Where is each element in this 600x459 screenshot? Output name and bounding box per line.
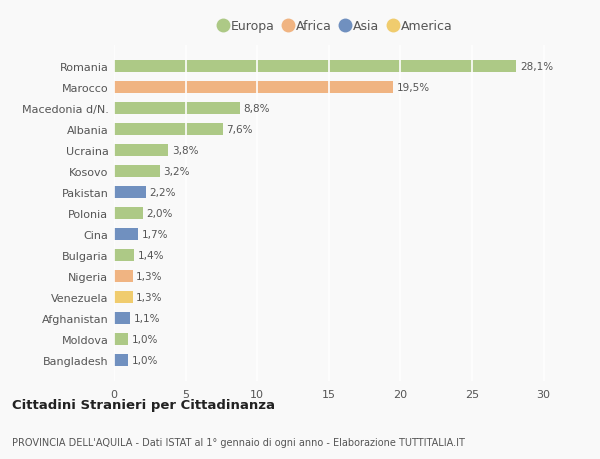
- Text: 2,2%: 2,2%: [149, 188, 176, 197]
- Text: 3,8%: 3,8%: [172, 146, 199, 156]
- Text: PROVINCIA DELL'AQUILA - Dati ISTAT al 1° gennaio di ogni anno - Elaborazione TUT: PROVINCIA DELL'AQUILA - Dati ISTAT al 1°…: [12, 437, 465, 448]
- Bar: [114, 166, 160, 177]
- Text: 19,5%: 19,5%: [397, 83, 430, 93]
- Bar: [114, 313, 130, 324]
- Bar: [114, 250, 134, 261]
- Text: 1,0%: 1,0%: [132, 355, 158, 365]
- Text: 1,3%: 1,3%: [136, 292, 163, 302]
- Legend: Europa, Africa, Asia, America: Europa, Africa, Asia, America: [220, 20, 452, 33]
- Text: 1,0%: 1,0%: [132, 334, 158, 344]
- Bar: [114, 187, 146, 198]
- Bar: [114, 333, 128, 345]
- Text: 7,6%: 7,6%: [226, 125, 253, 134]
- Bar: [114, 61, 517, 73]
- Bar: [114, 124, 223, 135]
- Bar: [114, 145, 169, 157]
- Bar: [114, 82, 393, 94]
- Bar: [114, 207, 143, 219]
- Text: 28,1%: 28,1%: [520, 62, 553, 72]
- Bar: [114, 354, 128, 366]
- Text: 3,2%: 3,2%: [163, 167, 190, 177]
- Bar: [114, 229, 139, 240]
- Text: 1,3%: 1,3%: [136, 271, 163, 281]
- Bar: [114, 291, 133, 303]
- Text: Cittadini Stranieri per Cittadinanza: Cittadini Stranieri per Cittadinanza: [12, 398, 275, 411]
- Text: 1,1%: 1,1%: [133, 313, 160, 323]
- Bar: [114, 270, 133, 282]
- Text: 8,8%: 8,8%: [244, 104, 270, 114]
- Bar: [114, 103, 240, 114]
- Text: 1,4%: 1,4%: [137, 250, 164, 260]
- Text: 2,0%: 2,0%: [146, 208, 173, 218]
- Text: 1,7%: 1,7%: [142, 230, 169, 239]
